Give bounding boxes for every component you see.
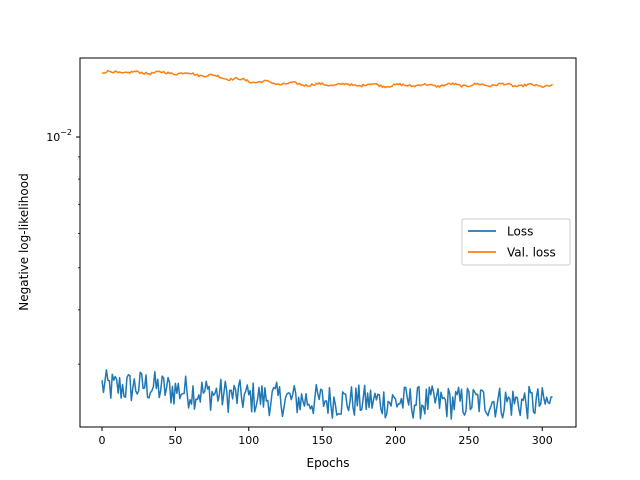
x-tick-label: 150 xyxy=(312,434,333,447)
plot-frame xyxy=(79,57,577,428)
y-tick-label: 10−2 xyxy=(46,128,72,144)
legend-label-loss: Loss xyxy=(507,225,533,239)
series-line-loss xyxy=(101,369,553,420)
x-axis-label: Epochs xyxy=(307,456,350,470)
x-tick-label: 250 xyxy=(458,434,479,447)
x-tick-label: 300 xyxy=(532,434,553,447)
y-axis-label: Negative log-likelihood xyxy=(17,173,31,310)
plot-area xyxy=(101,69,554,420)
x-tick-label: 200 xyxy=(385,434,406,447)
legend: Loss Val. loss xyxy=(461,218,571,266)
axes: 0 50 100 150 200 250 300 10−2 xyxy=(46,128,553,447)
legend-label-val-loss: Val. loss xyxy=(507,246,556,260)
x-tick-label: 100 xyxy=(238,434,259,447)
series-line-val-loss xyxy=(101,69,554,89)
x-tick-label: 50 xyxy=(168,434,182,447)
x-tick-label: 0 xyxy=(99,434,106,447)
